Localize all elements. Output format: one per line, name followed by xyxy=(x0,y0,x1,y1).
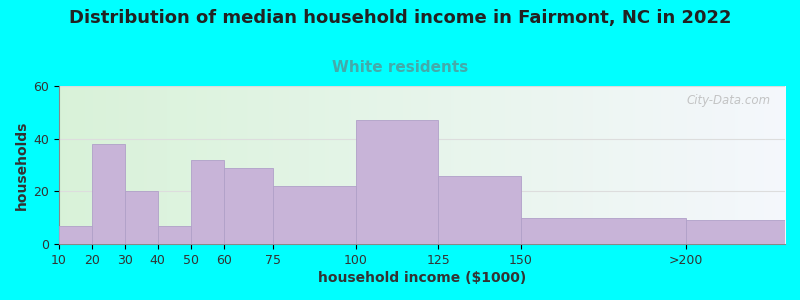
Text: Distribution of median household income in Fairmont, NC in 2022: Distribution of median household income … xyxy=(69,9,731,27)
Bar xyxy=(356,120,438,244)
Bar xyxy=(92,144,125,244)
Bar xyxy=(125,191,158,244)
Bar xyxy=(58,226,92,244)
Text: White residents: White residents xyxy=(332,60,468,75)
X-axis label: household income ($1000): household income ($1000) xyxy=(318,271,526,285)
Bar xyxy=(686,220,785,244)
Bar xyxy=(224,168,274,244)
Text: City-Data.com: City-Data.com xyxy=(686,94,770,107)
Bar xyxy=(274,186,356,244)
Y-axis label: households: households xyxy=(15,120,29,210)
Bar xyxy=(521,218,686,244)
Bar xyxy=(158,226,191,244)
Bar xyxy=(438,176,521,244)
Bar xyxy=(191,160,224,244)
